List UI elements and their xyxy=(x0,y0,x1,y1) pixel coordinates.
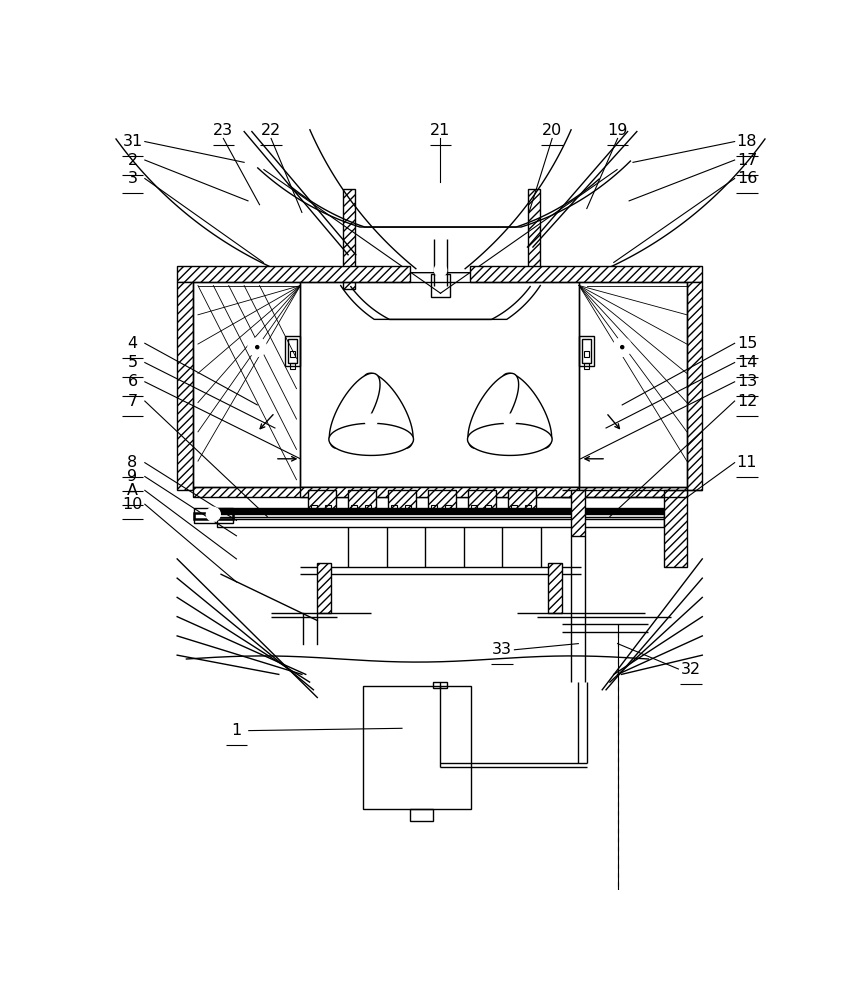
Bar xyxy=(579,282,687,487)
Bar xyxy=(388,490,416,508)
Circle shape xyxy=(256,346,259,349)
Bar xyxy=(469,266,703,282)
Bar xyxy=(364,686,471,809)
Bar xyxy=(471,505,477,511)
Bar xyxy=(300,487,579,497)
Text: 1: 1 xyxy=(232,723,242,738)
Bar xyxy=(192,487,687,497)
Bar xyxy=(468,490,496,508)
Bar xyxy=(177,282,192,490)
Bar xyxy=(584,351,589,357)
Bar xyxy=(217,508,664,514)
Bar xyxy=(325,505,331,511)
Bar xyxy=(525,505,531,511)
Circle shape xyxy=(504,414,516,426)
Text: 31: 31 xyxy=(123,134,142,149)
Circle shape xyxy=(248,338,267,356)
Bar xyxy=(194,508,233,523)
Bar xyxy=(348,490,376,508)
Text: 8: 8 xyxy=(127,455,137,470)
Bar xyxy=(391,505,397,511)
Bar xyxy=(405,505,411,511)
Text: 7: 7 xyxy=(128,394,137,409)
Bar xyxy=(508,490,536,508)
Circle shape xyxy=(620,346,624,349)
Polygon shape xyxy=(501,373,552,448)
Bar xyxy=(285,336,300,366)
Text: 9: 9 xyxy=(128,469,137,484)
Bar xyxy=(548,563,562,613)
Bar xyxy=(194,513,233,519)
Bar xyxy=(351,505,357,511)
Bar xyxy=(687,282,703,490)
Bar xyxy=(432,682,447,688)
Circle shape xyxy=(365,414,378,426)
Text: 17: 17 xyxy=(737,153,757,168)
Polygon shape xyxy=(468,423,553,455)
Text: 11: 11 xyxy=(737,455,758,470)
Bar xyxy=(664,490,687,567)
Bar xyxy=(308,490,335,508)
Bar xyxy=(571,490,585,536)
Bar xyxy=(217,517,664,527)
Text: 2: 2 xyxy=(128,153,137,168)
Bar xyxy=(583,339,591,363)
Circle shape xyxy=(438,267,444,273)
Bar xyxy=(428,490,456,508)
Bar xyxy=(300,282,579,487)
Circle shape xyxy=(210,511,216,517)
Text: A: A xyxy=(127,483,138,498)
Text: 13: 13 xyxy=(737,374,757,389)
Bar xyxy=(528,189,540,274)
Text: 16: 16 xyxy=(737,171,757,186)
Bar xyxy=(432,274,450,297)
Text: 15: 15 xyxy=(737,336,757,351)
Text: 33: 33 xyxy=(492,642,512,657)
Text: 14: 14 xyxy=(737,355,757,370)
Text: 19: 19 xyxy=(607,123,628,138)
Text: 10: 10 xyxy=(123,497,142,512)
Bar xyxy=(192,282,300,487)
Text: 3: 3 xyxy=(128,171,137,186)
Bar xyxy=(217,514,664,519)
Text: 23: 23 xyxy=(214,123,233,138)
Text: 32: 32 xyxy=(680,662,701,677)
Circle shape xyxy=(618,343,627,352)
Text: 18: 18 xyxy=(737,134,758,149)
Text: 4: 4 xyxy=(128,336,137,351)
Polygon shape xyxy=(329,423,414,455)
Bar xyxy=(288,339,297,363)
Text: 20: 20 xyxy=(542,123,562,138)
Polygon shape xyxy=(329,373,380,448)
Polygon shape xyxy=(362,373,413,448)
Circle shape xyxy=(434,264,447,276)
Text: 12: 12 xyxy=(737,394,757,409)
Circle shape xyxy=(252,343,262,352)
Text: 22: 22 xyxy=(261,123,281,138)
Bar xyxy=(317,563,331,613)
Bar xyxy=(511,505,517,511)
Bar xyxy=(365,505,372,511)
Bar xyxy=(579,336,595,366)
Text: 5: 5 xyxy=(128,355,137,370)
Text: 6: 6 xyxy=(128,374,137,389)
Bar xyxy=(409,809,432,821)
Bar xyxy=(177,266,409,282)
Bar xyxy=(342,189,355,289)
Circle shape xyxy=(613,338,631,356)
Bar xyxy=(290,351,295,357)
Polygon shape xyxy=(468,373,518,448)
Bar xyxy=(311,505,317,511)
Circle shape xyxy=(207,507,221,521)
Bar xyxy=(290,363,295,369)
Bar xyxy=(485,505,492,511)
Bar xyxy=(445,505,451,511)
Bar xyxy=(584,363,589,369)
Text: 21: 21 xyxy=(431,123,450,138)
Bar xyxy=(432,505,438,511)
